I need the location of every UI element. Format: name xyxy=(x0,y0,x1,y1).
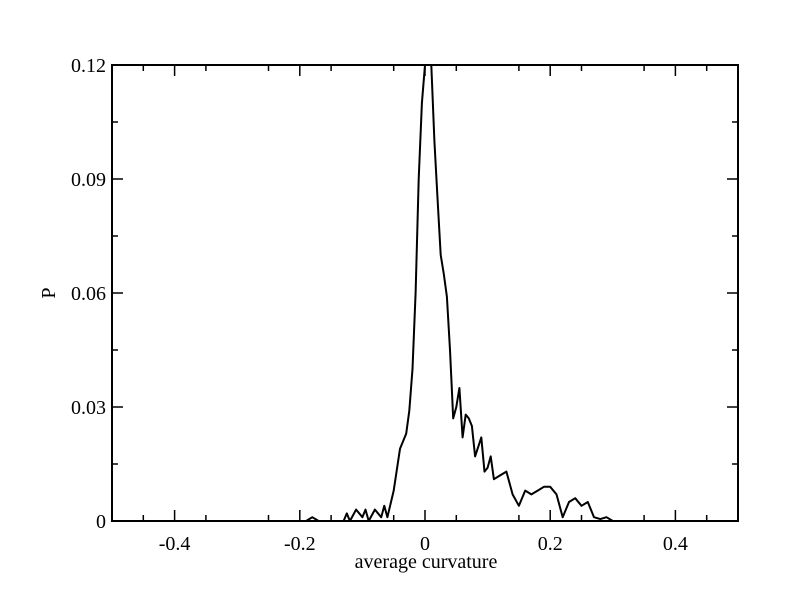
x-tick-label: -0.4 xyxy=(159,533,191,555)
plot-frame xyxy=(111,64,739,522)
x-tick-label: 0.4 xyxy=(663,533,688,555)
axis-ticks xyxy=(112,64,738,522)
y-tick-label: 0.06 xyxy=(71,283,106,305)
tick-labels: -0.4 -0.2 0 0.2 0.4 0 0.03 0.06 0.09 0.12 xyxy=(71,55,688,555)
y-tick-label: 0.03 xyxy=(71,397,106,419)
y-axis-title: P xyxy=(38,287,60,298)
x-axis-title: average curvature xyxy=(355,551,498,573)
y-tick-label: 0.09 xyxy=(71,169,106,191)
x-tick-label: 0.2 xyxy=(538,533,563,555)
x-tick-label: 0 xyxy=(420,533,430,555)
series-line xyxy=(305,64,645,522)
y-tick-label: 0 xyxy=(96,511,106,533)
y-tick-label: 0.12 xyxy=(71,55,106,77)
x-tick-label: -0.2 xyxy=(284,533,316,555)
